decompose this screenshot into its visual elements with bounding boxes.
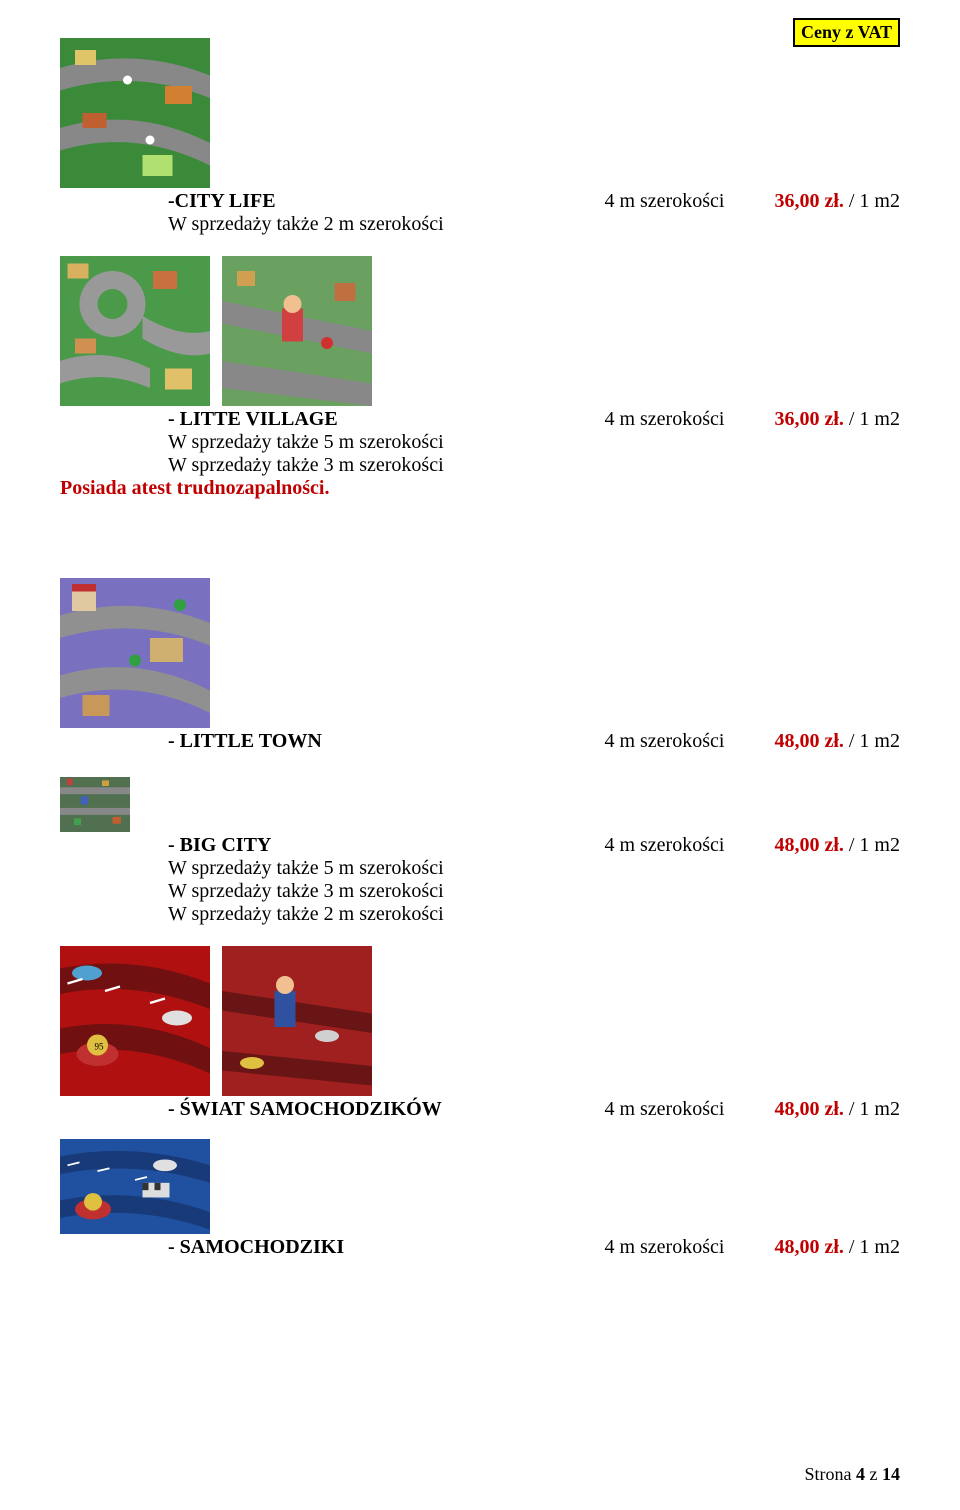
litte-village-width: 4 m szerokości — [604, 408, 774, 431]
big-city-price-suffix: / 1 m2 — [844, 834, 900, 856]
samochodziki-width: 4 m szerokości — [604, 1236, 774, 1259]
samochodziki-thumb — [60, 1139, 210, 1234]
svg-text:95: 95 — [95, 1042, 105, 1052]
vat-badge: Ceny z VAT — [793, 18, 900, 47]
litte-village-thumb-2 — [222, 256, 372, 406]
litte-village-atest: Posiada atest trudnozapalności. — [60, 477, 444, 500]
city-life-sub1: W sprzedaży także 2 m szerokości — [168, 213, 444, 236]
litte-village-sub1: W sprzedaży także 5 m szerokości — [168, 431, 444, 454]
city-life-price-suffix: / 1 m2 — [844, 190, 900, 212]
little-town-thumb — [60, 578, 210, 728]
swiat-thumb-1: 95 — [60, 946, 210, 1096]
little-town-name: - LITTLE TOWN — [168, 730, 322, 752]
little-town-price: 48,00 zł. — [774, 730, 843, 752]
footer-total: 14 — [882, 1464, 900, 1484]
litte-village-sub2: W sprzedaży także 3 m szerokości — [168, 454, 444, 477]
swiat-thumb-2 — [222, 946, 372, 1096]
big-city-name: - BIG CITY — [168, 834, 271, 856]
big-city-width: 4 m szerokości — [604, 834, 774, 857]
litte-village-price: 36,00 zł. — [774, 408, 843, 430]
litte-village-name: - LITTE VILLAGE — [168, 408, 338, 430]
page-footer: Strona 4 z 14 — [805, 1464, 901, 1485]
big-city-price: 48,00 zł. — [774, 834, 843, 856]
big-city-sub1: W sprzedaży także 5 m szerokości — [168, 857, 444, 880]
samochodziki-price: 48,00 zł. — [774, 1236, 843, 1258]
samochodziki-name: - SAMOCHODZIKI — [168, 1236, 344, 1258]
swiat-price-suffix: / 1 m2 — [844, 1098, 900, 1120]
vat-badge-text: Ceny z VAT — [801, 22, 892, 42]
little-town-width: 4 m szerokości — [604, 730, 774, 753]
footer-mid: z — [865, 1464, 882, 1484]
little-town-price-suffix: / 1 m2 — [844, 730, 900, 752]
city-life-name: -CITY LIFE — [168, 190, 276, 212]
footer-num: 4 — [856, 1464, 865, 1484]
city-life-width: 4 m szerokości — [604, 190, 774, 213]
litte-village-price-suffix: / 1 m2 — [844, 408, 900, 430]
footer-prefix: Strona — [805, 1464, 857, 1484]
samochodziki-price-suffix: / 1 m2 — [844, 1236, 900, 1258]
swiat-name: - ŚWIAT SAMOCHODZIKÓW — [168, 1098, 442, 1120]
big-city-sub3: W sprzedaży także 2 m szerokości — [168, 903, 444, 926]
city-life-thumb — [60, 38, 210, 188]
swiat-price: 48,00 zł. — [774, 1098, 843, 1120]
swiat-width: 4 m szerokości — [604, 1098, 774, 1121]
big-city-sub2: W sprzedaży także 3 m szerokości — [168, 880, 444, 903]
big-city-thumb-small — [60, 777, 130, 832]
litte-village-thumb-1 — [60, 256, 210, 406]
city-life-price: 36,00 zł. — [774, 190, 843, 212]
